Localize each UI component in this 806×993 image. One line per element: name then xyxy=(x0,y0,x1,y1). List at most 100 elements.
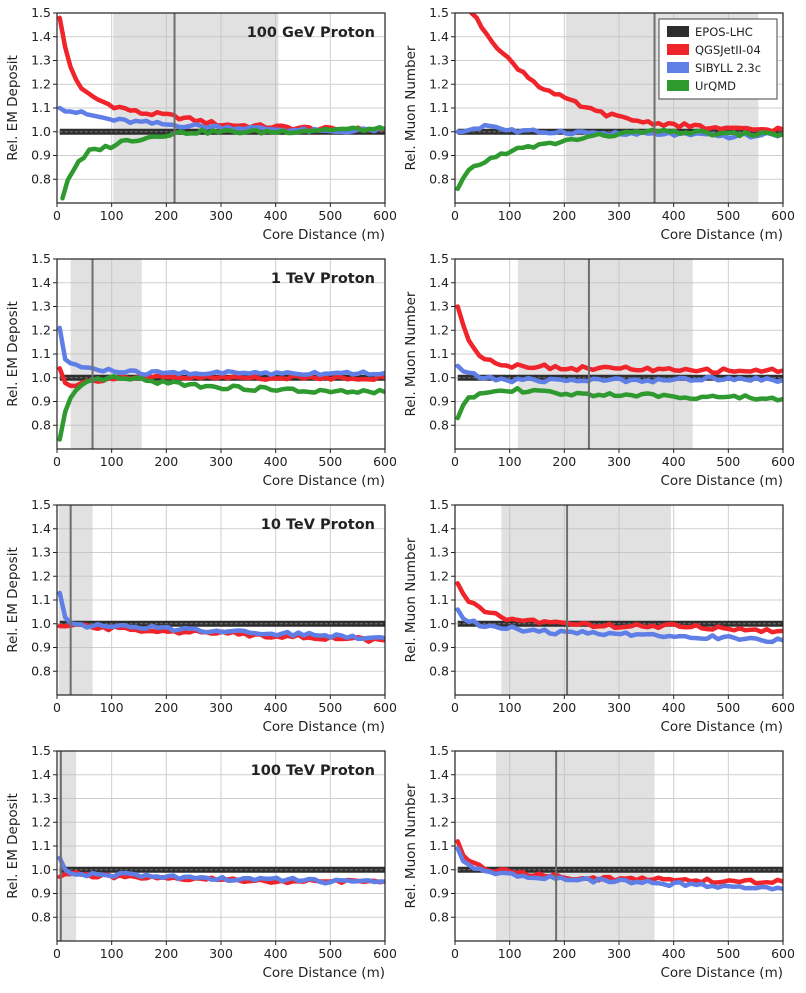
y-tick-label: 1.1 xyxy=(31,100,51,115)
y-tick-label: 1.3 xyxy=(429,299,449,314)
legend-swatch-qgsjetii-04 xyxy=(667,44,689,55)
x-tick-label: 300 xyxy=(209,454,233,469)
y-tick-label: 1.5 xyxy=(31,5,51,20)
x-tick-label: 500 xyxy=(318,208,342,223)
y-tick-label: 1.2 xyxy=(31,76,51,91)
y-tick-label: 1.0 xyxy=(429,616,449,631)
y-tick-label: 1.2 xyxy=(31,322,51,337)
y-tick-label: 1.4 xyxy=(429,521,449,536)
y-tick-label: 1.2 xyxy=(429,76,449,91)
y-axis-label: Rel. EM Deposit xyxy=(5,301,21,407)
panel-title: 100 GeV Proton xyxy=(247,25,375,41)
x-axis-label: Core Distance (m) xyxy=(660,965,783,981)
y-tick-label: 0.9 xyxy=(429,640,449,655)
shaded-region xyxy=(71,259,142,449)
y-axis-label: Rel. EM Deposit xyxy=(5,793,21,899)
x-tick-label: 100 xyxy=(100,454,124,469)
x-tick-label: 300 xyxy=(607,208,631,223)
y-tick-label: 0.9 xyxy=(31,394,51,409)
x-tick-label: 400 xyxy=(662,454,686,469)
x-axis-label: Core Distance (m) xyxy=(660,473,783,489)
y-axis-label: Rel. EM Deposit xyxy=(5,55,21,161)
panel-p1tev-mu: 0 100 200 300 400 500 600 0.8 0.9 1.0 1.1 1.2 1.3 1.4… xyxy=(403,251,795,489)
y-tick-label: 0.8 xyxy=(429,909,449,924)
y-tick-label: 0.9 xyxy=(31,640,51,655)
y-tick-label: 1.1 xyxy=(31,346,51,361)
y-tick-label: 1.2 xyxy=(429,322,449,337)
y-tick-label: 0.8 xyxy=(429,171,449,186)
legend-label-urqmd: UrQMD xyxy=(695,79,736,93)
y-tick-label: 0.8 xyxy=(31,417,51,432)
x-tick-label: 200 xyxy=(154,700,178,715)
shaded-region xyxy=(113,13,278,203)
y-tick-label: 0.9 xyxy=(429,394,449,409)
y-tick-label: 1.4 xyxy=(31,521,51,536)
panel-p100tev-em: 0 100 200 300 400 500 600 0.8 0.9 1.0 1.1 1.2 1.3 1.4… xyxy=(5,743,397,981)
y-tick-label: 0.8 xyxy=(31,171,51,186)
x-axis-label: Core Distance (m) xyxy=(660,227,783,243)
y-tick-label: 1.1 xyxy=(31,838,51,853)
x-tick-label: 300 xyxy=(209,946,233,961)
y-tick-label: 1.5 xyxy=(429,251,449,266)
y-tick-label: 1.3 xyxy=(429,791,449,806)
x-tick-label: 400 xyxy=(662,946,686,961)
panel-title: 10 TeV Proton xyxy=(261,517,375,533)
y-tick-label: 1.5 xyxy=(429,5,449,20)
x-tick-label: 600 xyxy=(771,208,795,223)
x-tick-label: 600 xyxy=(771,946,795,961)
y-tick-label: 1.3 xyxy=(31,545,51,560)
x-tick-label: 0 xyxy=(451,454,459,469)
x-tick-label: 200 xyxy=(154,454,178,469)
legend-label-sibyll-2-3c: SIBYLL 2.3c xyxy=(695,61,761,75)
y-tick-label: 0.8 xyxy=(429,663,449,678)
x-axis-label: Core Distance (m) xyxy=(262,473,385,489)
y-tick-label: 0.9 xyxy=(31,886,51,901)
x-tick-label: 600 xyxy=(373,946,397,961)
y-tick-label: 1.5 xyxy=(429,497,449,512)
y-axis-label: Rel. EM Deposit xyxy=(5,547,21,653)
x-tick-label: 200 xyxy=(552,700,576,715)
x-axis-label: Core Distance (m) xyxy=(660,719,783,735)
y-axis-label: Rel. Muon Number xyxy=(403,783,419,908)
y-tick-label: 1.1 xyxy=(31,592,51,607)
y-tick-label: 1.2 xyxy=(429,814,449,829)
x-tick-label: 600 xyxy=(373,208,397,223)
x-tick-label: 400 xyxy=(264,454,288,469)
y-tick-label: 0.9 xyxy=(429,886,449,901)
panel-p10tev-mu: 0 100 200 300 400 500 600 0.8 0.9 1.0 1.1 1.2 1.3 1.4… xyxy=(403,497,795,735)
x-tick-label: 200 xyxy=(552,946,576,961)
y-tick-label: 1.3 xyxy=(429,545,449,560)
panel-p1tev-em: 0 100 200 300 400 500 600 0.8 0.9 1.0 1.1 1.2 1.3 1.4… xyxy=(5,251,397,489)
y-tick-label: 1.5 xyxy=(31,743,51,758)
x-tick-label: 600 xyxy=(373,454,397,469)
y-axis-label: Rel. Muon Number xyxy=(403,291,419,416)
y-tick-label: 0.9 xyxy=(429,148,449,163)
panel-p100gev-mu: 0 100 200 300 400 500 6000.80.91.01.11.21.31.4… xyxy=(403,5,795,243)
x-tick-label: 300 xyxy=(607,946,631,961)
x-tick-label: 100 xyxy=(100,700,124,715)
panel-p100gev-em: 0 100 200 300 400 500 6000.80.91.01.11.21.31.4… xyxy=(5,5,397,243)
y-tick-label: 1.5 xyxy=(31,251,51,266)
x-tick-label: 0 xyxy=(53,700,61,715)
x-tick-label: 400 xyxy=(264,946,288,961)
x-tick-label: 100 xyxy=(100,208,124,223)
y-tick-label: 0.9 xyxy=(31,148,51,163)
y-axis-label: Rel. Muon Number xyxy=(403,537,419,662)
y-tick-label: 1.3 xyxy=(31,791,51,806)
x-tick-label: 0 xyxy=(53,208,61,223)
y-tick-label: 1.2 xyxy=(31,814,51,829)
y-tick-label: 1.1 xyxy=(429,838,449,853)
x-tick-label: 500 xyxy=(716,454,740,469)
y-tick-label: 1.4 xyxy=(31,275,51,290)
legend-label-epos-lhc: EPOS-LHC xyxy=(695,25,753,39)
x-tick-label: 400 xyxy=(662,208,686,223)
x-tick-label: 300 xyxy=(607,700,631,715)
y-tick-label: 0.8 xyxy=(31,663,51,678)
legend-swatch-epos-lhc xyxy=(667,26,689,37)
y-tick-label: 1.5 xyxy=(429,743,449,758)
y-tick-label: 1.2 xyxy=(429,568,449,583)
x-tick-label: 600 xyxy=(771,454,795,469)
y-tick-label: 1.3 xyxy=(31,299,51,314)
y-tick-label: 1.0 xyxy=(31,124,51,139)
y-tick-label: 1.2 xyxy=(31,568,51,583)
